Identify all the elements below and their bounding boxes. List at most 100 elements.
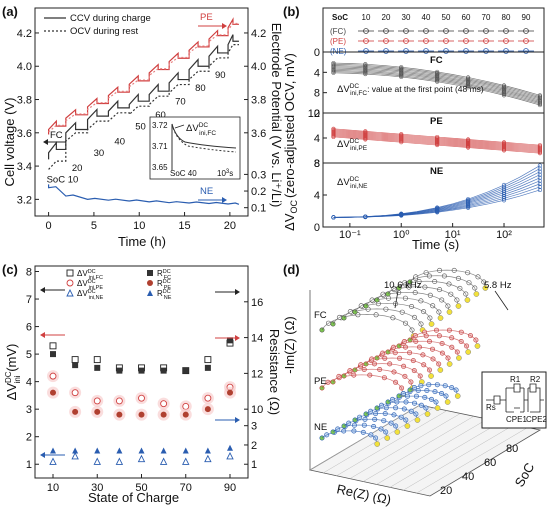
d-floor-grid-3: [349, 413, 461, 479]
d-endpoint-ne-4: [414, 417, 421, 423]
b-point-0-8-10: [501, 93, 507, 98]
d-curve-ne-8: [409, 384, 459, 397]
b-point-1-8-6: [435, 142, 440, 148]
b-point-1-8-4: [399, 140, 404, 145]
panel-b-subpanels: FC 0 4 8 12 ΔVDC ini,FC: value at the first po…: [308, 47, 543, 234]
c-point-2-6: [182, 402, 190, 410]
c-point-0-2: [93, 356, 101, 364]
c-point-4-4: [137, 454, 146, 463]
inset-ytick-1: 3.71: [152, 142, 168, 151]
b-legend-marker-2-7: [503, 48, 509, 54]
d-endpoint-ne-3: [404, 423, 411, 429]
layer-label-ne: NE: [314, 422, 327, 433]
c-point-3-5: [160, 411, 167, 418]
b-point-1-8-12: [537, 151, 543, 156]
b-legend-marker-1-6: [483, 38, 489, 44]
b-legend-marker-1-2: [403, 38, 409, 44]
b-legend-marker-1-7: [503, 38, 509, 44]
panel-a-xlabel: Time (h): [118, 234, 166, 249]
b-point-2-8-6: [435, 205, 440, 210]
inset-curve-ocv: [171, 123, 237, 153]
b-legend-marker-1-5: [463, 38, 469, 44]
c-point-5-4: [138, 447, 145, 454]
b-point-0-7-10: [501, 91, 507, 97]
legend-ocv-label: OCV during rest: [70, 26, 138, 37]
d-curve-fc-7: [398, 275, 477, 295]
d-curve-ne-5: [376, 401, 428, 415]
b-point-0-6-12: [537, 100, 543, 105]
c-point-1-1: [72, 362, 79, 369]
b-point-1-8-8: [466, 145, 471, 150]
inset-ytick-2: 3.65: [152, 163, 168, 172]
b-point-0-7-4: [399, 73, 404, 78]
b-point-2-8-4: [399, 211, 404, 216]
d-soc-tick-1: 40: [462, 471, 474, 483]
c-point-2-3: [115, 397, 123, 405]
panel-c-x-ticks: 10 30 50 70 90: [47, 474, 236, 494]
d-curve-ne-4: [365, 407, 418, 421]
soc-label-3: 40: [114, 136, 125, 147]
d-curve-fc-4: [365, 291, 450, 313]
b-legend-marker-2-0: [363, 48, 369, 54]
c-point-5-2: [94, 447, 101, 454]
d-soc-tick-3: 80: [506, 443, 518, 455]
freq-arrow-2: [494, 290, 509, 311]
b-point-0-7-6: [435, 78, 440, 83]
b-sub-title-1: PE: [430, 116, 443, 127]
d-curve-fc-3: [354, 297, 441, 319]
c-ytick-label-5: 6: [26, 322, 32, 334]
panel-a-frame: [34, 7, 249, 217]
b-ytick-label-2-1: 4: [314, 190, 320, 202]
a-xtick-label-1: 5: [91, 220, 97, 232]
panel-d-layers: [319, 267, 489, 447]
legend-ccv-label: CCV during charge: [70, 13, 151, 24]
d-endpoint-pe-4: [437, 367, 444, 373]
c-point-4-5: [159, 457, 168, 465]
b-ytick-label-1-0: 0: [314, 108, 320, 120]
panel-a: (a) 0 5 10 15 20 3.23.43.63.84.04.2 0.10.20.…: [2, 4, 284, 249]
b-legend-marker-0-0: [363, 28, 369, 34]
b-point-0-8-6: [435, 79, 440, 84]
c-point-4-7: [204, 454, 212, 463]
b-point-1-8-10: [501, 148, 507, 153]
c-point-1-2: [94, 364, 101, 371]
c-xtick-label-8: 90: [224, 482, 236, 494]
c-arrowhead-pe-r: [235, 335, 240, 341]
panel-a-ylabel-right: Electrode Potential (V vs. Li⁺/Li): [269, 23, 284, 208]
a-xtick-label-3: 15: [178, 220, 190, 232]
d-endpoint-ne-5: [424, 411, 431, 417]
a-yrtick-label-0: 0.1: [251, 203, 266, 215]
panel-a-series: [47, 17, 240, 205]
b-legend-marker-0-3: [423, 28, 429, 34]
d-soc-tick-2: 60: [484, 457, 496, 469]
b-curve-0-8: [333, 72, 541, 106]
a-ytick-label-0: 3.2: [17, 194, 32, 206]
b-point-2-3-12: [537, 178, 543, 183]
panel-a-ylabel: Cell voltage (V): [2, 98, 17, 187]
d-floor-grid-5: [376, 419, 487, 485]
c-point-0-1: [71, 356, 79, 364]
b-point-0-8-12: [537, 102, 543, 108]
d-curve-pe-7: [398, 335, 469, 353]
fc-arrowhead: [43, 139, 48, 145]
d-curve-pe-0: [321, 374, 404, 395]
b-point-2-8-0: [331, 215, 336, 220]
d-curve-pe-5: [376, 346, 450, 365]
c-point-1-7: [204, 364, 211, 371]
soc-label-2: 30: [94, 148, 105, 159]
c-point-2-1: [71, 389, 79, 397]
c-ytick-label-0: 1: [26, 459, 32, 471]
b-curve-1-7: [333, 135, 540, 153]
soc-label-6: 70: [175, 97, 186, 108]
c-point-1-8: [227, 337, 233, 344]
c-legend-label-5: RDC NE: [157, 289, 172, 301]
inset-dv-label: ΔVDC ini,FC: [186, 122, 216, 137]
c-point-5-5: [160, 447, 167, 454]
b-point-2-1-12: [537, 184, 543, 190]
c-legend-marker-2: [66, 288, 74, 297]
b-legend-marker-1-8: [523, 38, 529, 44]
b-point-2-8-12: [537, 163, 543, 168]
b-legend-marker-1-3: [423, 38, 429, 44]
c-point-5-0: [50, 447, 56, 454]
